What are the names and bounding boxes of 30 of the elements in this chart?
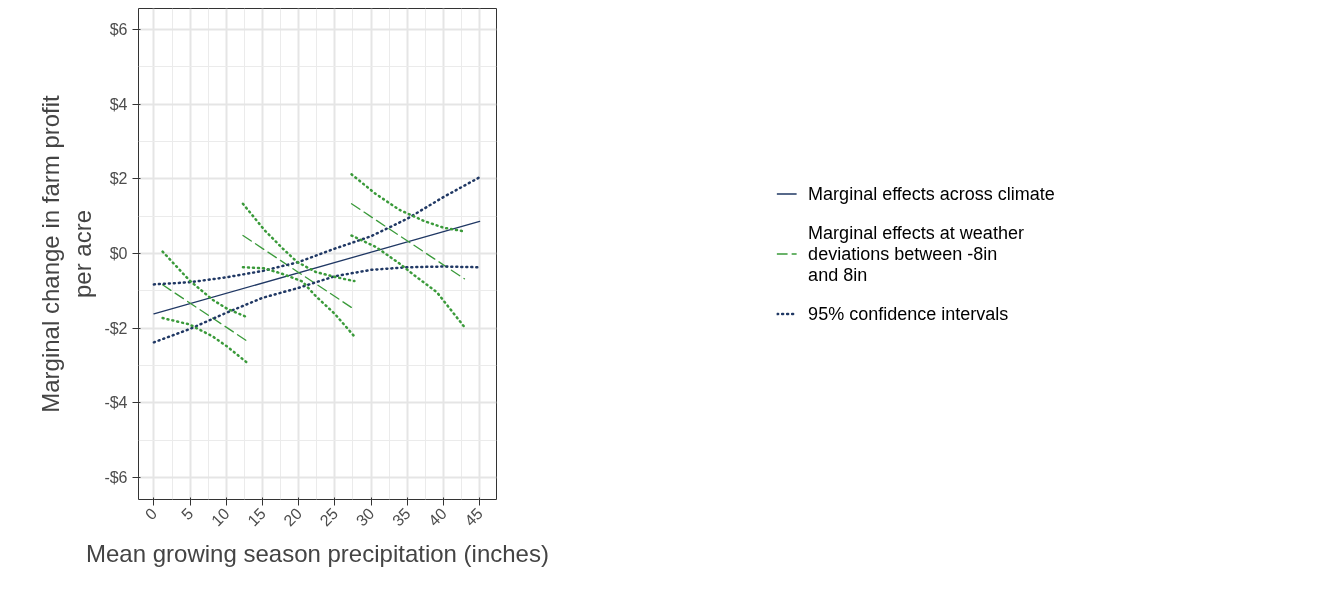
line-series bbox=[161, 316, 249, 365]
x-tick-label: 10 bbox=[208, 504, 233, 530]
line-series bbox=[241, 202, 356, 283]
x-tick-label: 45 bbox=[461, 504, 487, 530]
y-axis-title: Marginal change in farm profit per acre bbox=[36, 94, 97, 413]
y-tick-label: -$4 bbox=[104, 394, 128, 412]
x-tick-label: 5 bbox=[178, 504, 197, 524]
y-tick-label: -$2 bbox=[104, 319, 128, 337]
y-tick-label: $6 bbox=[109, 20, 128, 38]
x-tick-label: 0 bbox=[141, 504, 161, 524]
line-series bbox=[161, 250, 249, 319]
legend-label: 95% confidence intervals bbox=[808, 303, 1009, 324]
line-series bbox=[350, 234, 466, 329]
y-tick-label: $4 bbox=[109, 95, 128, 113]
x-tick-label: 20 bbox=[280, 504, 306, 530]
x-tick-label: 35 bbox=[389, 504, 414, 530]
y-tick-label: -$6 bbox=[104, 468, 128, 486]
line-series bbox=[152, 265, 481, 344]
line-series bbox=[152, 176, 481, 286]
line-series bbox=[350, 173, 466, 233]
y-tick-label: $0 bbox=[109, 244, 128, 262]
line-series bbox=[241, 266, 355, 337]
x-tick-label: 25 bbox=[316, 504, 342, 530]
x-axis-title: Mean growing season precipitation (inches) bbox=[86, 539, 549, 567]
y-tick-label: $2 bbox=[109, 170, 128, 188]
x-tick-label: 30 bbox=[352, 504, 378, 530]
legend-label: Marginal effects across climate bbox=[808, 183, 1055, 204]
legend-label: Marginal effects at weather deviations between -8in and 8in bbox=[808, 222, 1024, 285]
x-tick-label: 40 bbox=[425, 504, 450, 530]
x-tick-label: 15 bbox=[244, 504, 269, 530]
